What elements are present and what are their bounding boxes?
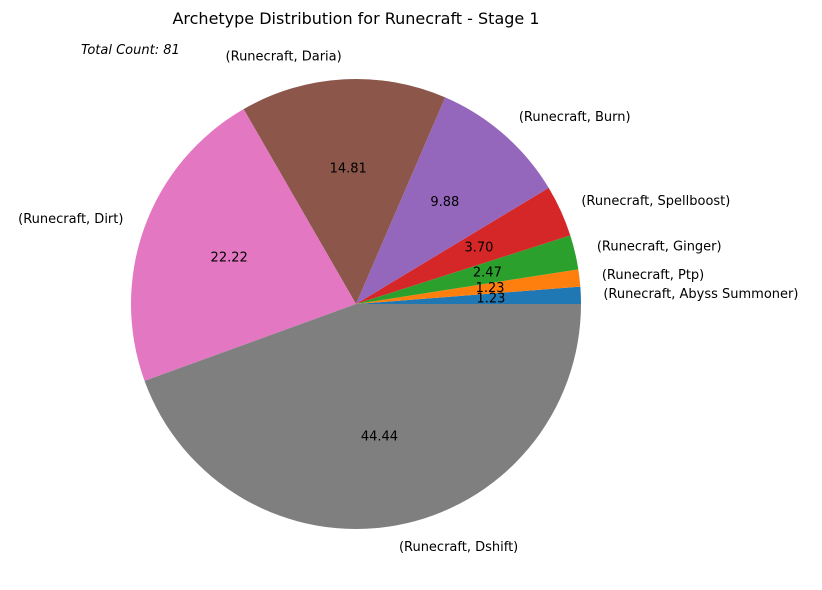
slice-label-runecraft-spellboost: (Runecraft, Spellboost) [581, 194, 730, 209]
pie-slice-runecraft-ginger [356, 235, 579, 304]
slice-label-runecraft-abyss-summoner: (Runecraft, Abyss Summoner) [603, 287, 798, 302]
slice-percent-runecraft-abyss-summoner: 1.23 [476, 291, 505, 306]
slice-label-runecraft-daria: (Runecraft, Daria) [226, 49, 342, 64]
pie-slice-runecraft-burn [356, 97, 549, 305]
slice-label-runecraft-dshift: (Runecraft, Dshift) [399, 540, 518, 555]
pie-slice-runecraft-spellboost [356, 187, 571, 304]
total-count-annotation: Total Count: 81 [81, 43, 180, 58]
slice-percent-runecraft-ginger: 2.47 [473, 265, 502, 280]
slice-percent-runecraft-daria: 14.81 [330, 162, 367, 177]
pie-slice-runecraft-dirt [130, 109, 356, 381]
slice-percent-runecraft-dshift: 44.44 [361, 429, 398, 444]
pie-slice-runecraft-dshift [144, 304, 581, 529]
slice-label-runecraft-burn: (Runecraft, Burn) [519, 110, 631, 125]
slice-percent-runecraft-ptp: 1.23 [476, 281, 505, 296]
pie-slice-runecraft-daria [243, 79, 446, 304]
slice-percent-runecraft-burn: 9.88 [430, 195, 459, 210]
slice-percent-runecraft-dirt: 22.22 [211, 250, 248, 265]
pie-slice-runecraft-abyss-summoner [356, 286, 581, 304]
pie-slice-runecraft-ptp [356, 269, 581, 304]
slice-percent-runecraft-spellboost: 3.70 [464, 241, 493, 256]
chart-title: Archetype Distribution for Runecraft - S… [172, 9, 539, 28]
slice-label-runecraft-ginger: (Runecraft, Ginger) [597, 240, 722, 255]
slice-label-runecraft-dirt: (Runecraft, Dirt) [18, 212, 123, 227]
slice-label-runecraft-ptp: (Runecraft, Ptp) [602, 268, 704, 283]
